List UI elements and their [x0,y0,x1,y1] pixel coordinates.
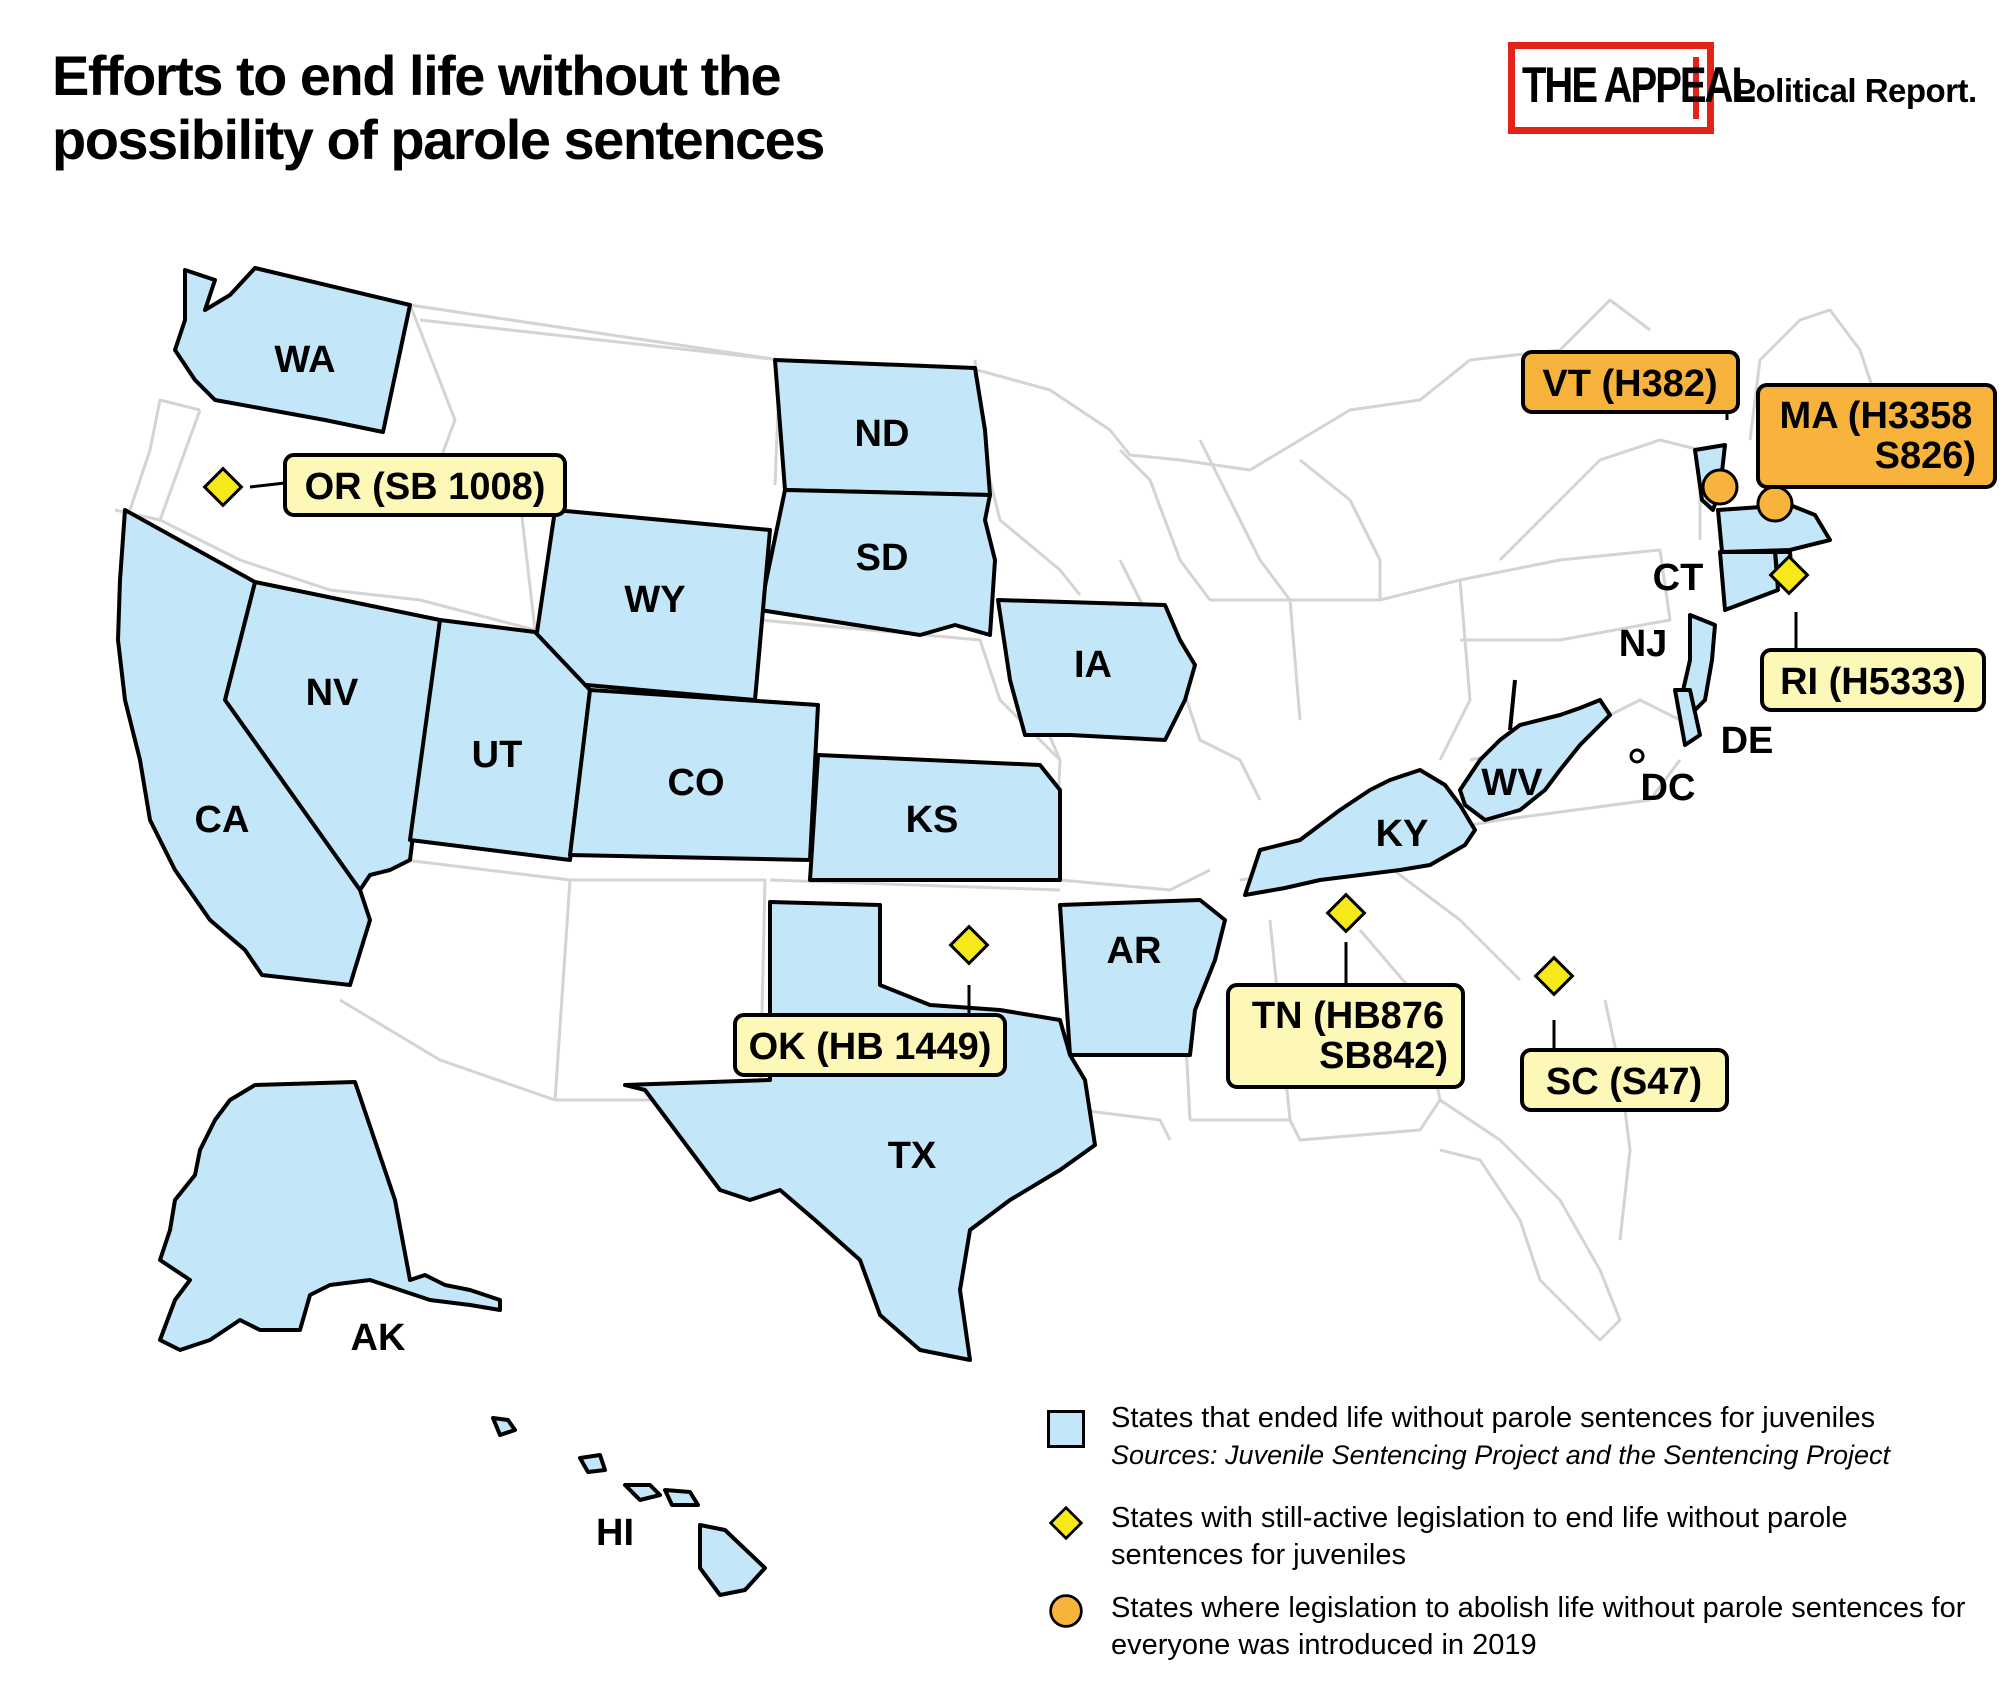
legend-circle-icon [1049,1594,1083,1628]
state-ks [808,753,1062,882]
callout-sc: SC (S47) [1520,1048,1729,1112]
legend-square-icon [1047,1410,1085,1448]
legend-text-ended: States that ended life without parole se… [1111,1400,1971,1474]
label-dc: DC [1641,767,1696,809]
logo-frame [1508,42,1714,134]
label-co: CO [668,762,725,804]
callout-vt: VT (H382) [1521,350,1740,414]
svg-text:SB842): SB842) [1319,1035,1448,1077]
legend-text-abolish: States where legislation to abolish life… [1111,1592,1966,1661]
label-ks: KS [906,799,959,841]
state-ia [996,598,1197,742]
callout-labels: OR (SB 1008) OK (HB 1449) TN (HB876 SB84… [283,350,1997,1112]
svg-text:OK (HB 1449): OK (HB 1449) [749,1026,992,1068]
state-nd [773,358,992,497]
state-wa [173,266,412,434]
diamond-or [202,466,244,508]
legend-diamond-icon [1048,1505,1084,1541]
label-ct: CT [1653,557,1704,599]
callout-ok: OK (HB 1449) [733,1013,1007,1077]
state-ky [1243,768,1477,897]
label-ky: KY [1376,813,1429,855]
state-labels: WA ND SD WY NV UT CO CA KS IA AR TX KY W… [195,339,1774,1554]
state-sd [758,488,997,637]
diamond-ok [948,924,990,966]
state-ar [1058,898,1227,1057]
state-ak [158,1080,502,1352]
state-wv [1458,679,1612,822]
map-title: Efforts to end life without the possibil… [52,44,825,171]
diamond-sc [1533,955,1575,997]
svg-text:RI (H5333): RI (H5333) [1780,661,1966,703]
label-wa: WA [274,339,335,381]
state-hi-3 [623,1483,662,1502]
label-wv: WV [1481,762,1543,804]
callout-or: OR (SB 1008) [283,453,567,517]
circle-markers [1701,468,1794,523]
label-tx: TX [888,1135,937,1177]
state-hi-4 [663,1488,700,1507]
callout-tn: TN (HB876 SB842) [1226,983,1465,1089]
label-nd: ND [855,413,910,455]
label-ia: IA [1074,644,1112,686]
label-ak: AK [351,1317,406,1359]
state-ct [1718,550,1780,612]
diamond-ri [1768,554,1810,596]
circle-ma [1756,485,1794,523]
label-nj: NJ [1619,623,1668,665]
state-hi-2 [578,1453,607,1474]
callout-ri: RI (H5333) [1760,648,1986,712]
legend-text-active: States with still-active legislation to … [1111,1502,1848,1571]
svg-text:MA (H3358: MA (H3358 [1780,395,1973,437]
state-de [1673,688,1702,747]
label-sd: SD [856,537,909,579]
svg-text:OR (SB 1008): OR (SB 1008) [305,466,546,508]
svg-text:SC (S47): SC (S47) [1546,1061,1702,1103]
state-ca [116,508,372,987]
label-ca: CA [195,799,250,841]
label-de: DE [1721,720,1774,762]
state-hi-5 [698,1523,767,1597]
svg-text:TN (HB876: TN (HB876 [1252,995,1444,1037]
svg-text:S826): S826) [1875,435,1976,477]
state-tx [623,900,1097,1362]
diamond-markers [202,466,1810,997]
label-wy: WY [624,579,685,621]
coast-outline [1603,999,1632,1241]
svg-text:VT (H382): VT (H382) [1542,363,1717,405]
state-hi-1 [491,1416,517,1437]
label-ut: UT [472,734,523,776]
logo-subtitle: Political Report. [1734,72,1977,109]
label-nv: NV [306,672,359,714]
callout-ma: MA (H3358 S826) [1756,383,1997,489]
circle-vt [1701,468,1739,506]
diamond-tn [1325,892,1367,934]
label-hi: HI [596,1512,634,1554]
legend-source: Sources: Juvenile Sentencing Project and… [1111,1440,1890,1470]
label-ar: AR [1107,930,1162,972]
dc-dot [1629,748,1645,764]
